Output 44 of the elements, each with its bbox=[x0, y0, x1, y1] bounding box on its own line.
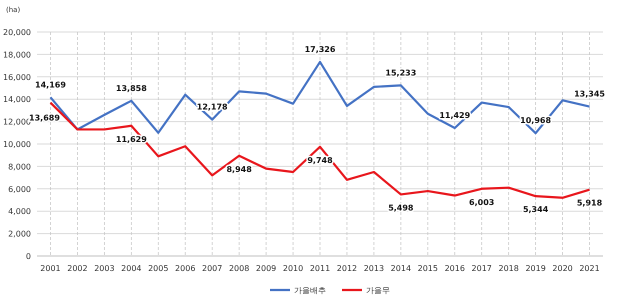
x-tick-label: 2008 bbox=[228, 264, 250, 273]
x-tick-label: 2007 bbox=[202, 264, 222, 273]
x-tick-label: 2005 bbox=[148, 264, 168, 273]
x-tick-label: 2011 bbox=[310, 264, 330, 273]
x-tick-label: 2002 bbox=[67, 264, 88, 273]
legend-label: 가을무 bbox=[366, 286, 390, 295]
x-tick-label: 2009 bbox=[256, 264, 276, 273]
x-tick-label: 2012 bbox=[336, 264, 358, 273]
y-tick-label: 8,000 bbox=[8, 162, 31, 172]
x-tick-label: 2020 bbox=[552, 264, 573, 273]
y-tick-label: 20,000 bbox=[3, 28, 31, 37]
data-label: 13,689 bbox=[29, 114, 60, 123]
data-label: 13,858 bbox=[116, 84, 148, 93]
y-tick-label: 4,000 bbox=[8, 207, 31, 216]
x-tick-label: 2017 bbox=[472, 264, 492, 273]
y-tick-label: 0 bbox=[26, 252, 31, 261]
x-tick-label: 2015 bbox=[418, 264, 438, 273]
x-tick-label: 2006 bbox=[175, 264, 196, 273]
y-tick-label: 16,000 bbox=[3, 72, 31, 82]
data-label: 17,326 bbox=[304, 44, 336, 54]
data-label: 5,344 bbox=[522, 205, 549, 214]
y-tick-label: 10,000 bbox=[3, 140, 31, 149]
y-tick-label: 14,000 bbox=[3, 95, 31, 104]
x-tick-label: 2001 bbox=[40, 264, 61, 273]
x-tick-label: 2004 bbox=[121, 264, 142, 273]
data-label: 8,948 bbox=[226, 164, 252, 174]
data-label: 6,003 bbox=[469, 198, 494, 207]
x-tick-label: 2016 bbox=[444, 264, 465, 273]
x-tick-label: 2021 bbox=[579, 264, 600, 273]
x-tick-label: 2003 bbox=[94, 264, 115, 273]
data-label: 5,498 bbox=[388, 203, 414, 212]
x-tick-label: 2013 bbox=[364, 264, 384, 273]
x-tick-label: 2018 bbox=[498, 264, 519, 273]
y-tick-label: 2,000 bbox=[8, 230, 31, 239]
legend-label: 가을배추 bbox=[294, 286, 326, 295]
x-tick-label: 2014 bbox=[390, 264, 412, 273]
data-label: 5,918 bbox=[576, 198, 603, 208]
data-label: 14,169 bbox=[35, 80, 66, 90]
x-tick-label: 2019 bbox=[525, 264, 546, 273]
y-tick-label: 6,000 bbox=[8, 184, 31, 194]
x-tick-label: 2010 bbox=[282, 264, 304, 273]
data-label: 13,345 bbox=[574, 90, 606, 99]
data-label: 15,233 bbox=[385, 68, 416, 78]
y-tick-label: 18,000 bbox=[3, 50, 31, 60]
